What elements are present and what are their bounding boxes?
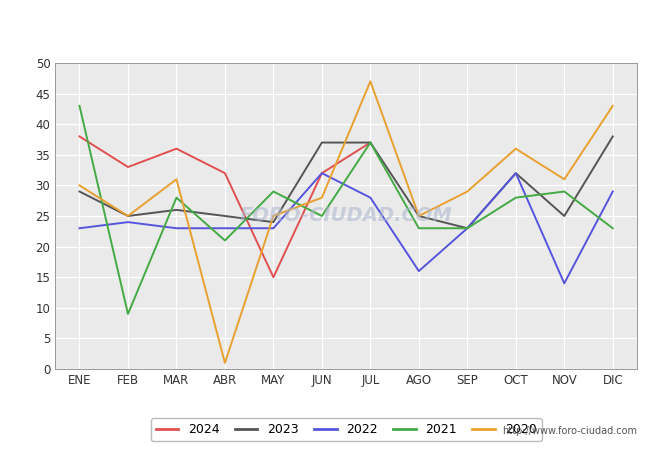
Text: http://www.foro-ciudad.com: http://www.foro-ciudad.com [502,427,637,436]
Text: FORO-CIUDAD.COM: FORO-CIUDAD.COM [240,207,452,225]
Legend: 2024, 2023, 2022, 2021, 2020: 2024, 2023, 2022, 2021, 2020 [151,418,541,441]
Text: Matriculaciones de Vehiculos en San Martín de la Vega: Matriculaciones de Vehiculos en San Mart… [105,14,545,31]
